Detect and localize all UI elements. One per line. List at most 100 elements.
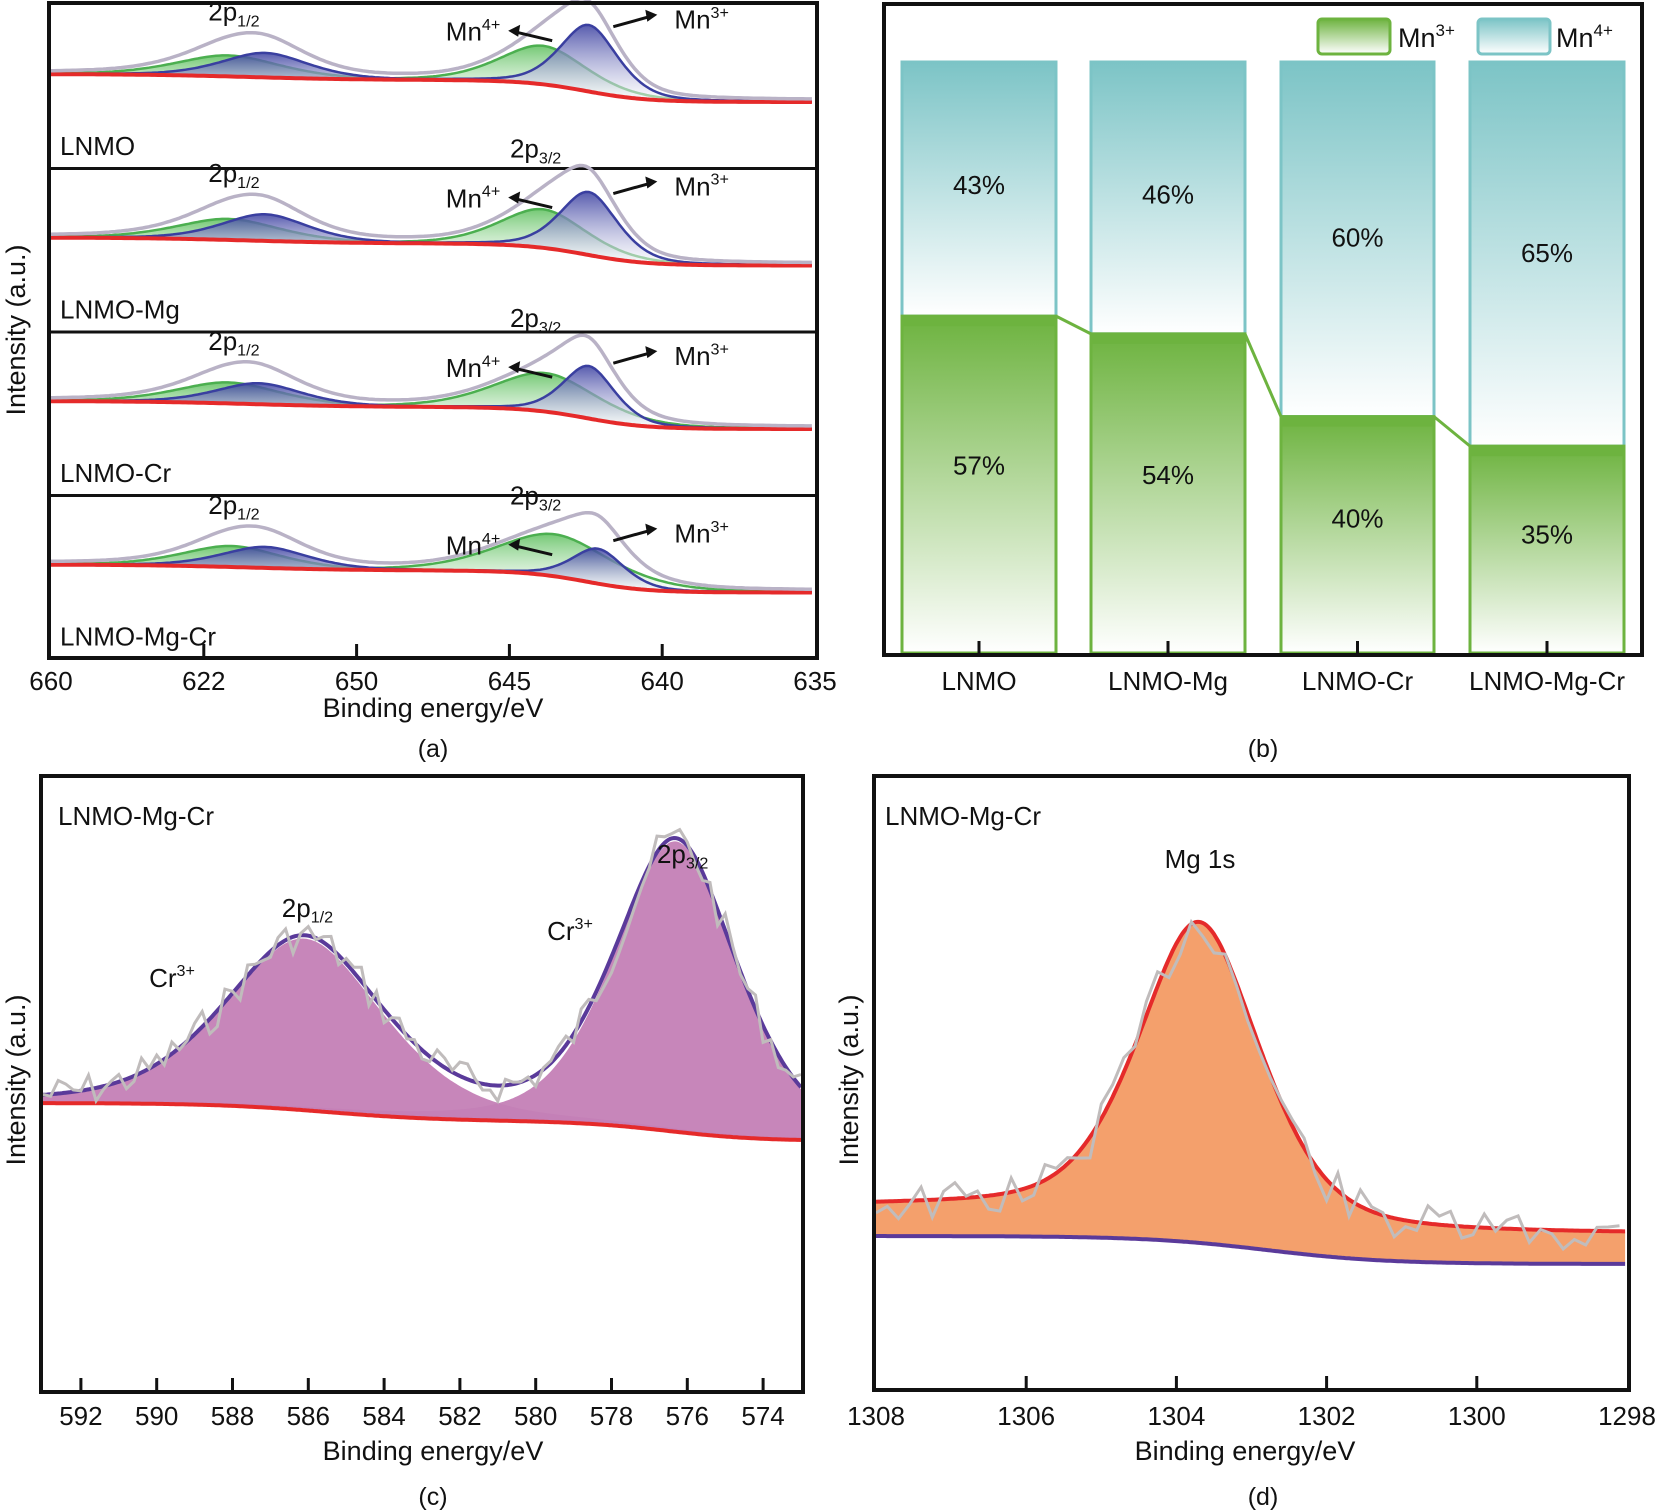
- label-mn4: Mn4+: [446, 530, 501, 561]
- mn3-component-fill: [51, 52, 812, 102]
- x-tick-label: 580: [514, 1401, 557, 1431]
- value-label-mn4: 46%: [1142, 179, 1194, 209]
- x-tick-label: 574: [741, 1401, 784, 1431]
- label-mn3: Mn3+: [674, 171, 729, 202]
- value-label-mn3: 35%: [1521, 519, 1573, 549]
- panel-d-spectrum: [875, 918, 1626, 1266]
- background-line: [51, 235, 812, 268]
- raw-data-line: [42, 827, 802, 1105]
- background-line: [51, 72, 812, 104]
- label-mn4: Mn4+: [446, 183, 501, 214]
- panel-a-frame: [47, 1, 819, 660]
- x-tick-label: 1308: [847, 1401, 905, 1431]
- arrow-mn4: [513, 197, 553, 210]
- x-tick-label: 640: [641, 666, 684, 696]
- raw-data-line: [875, 918, 1620, 1252]
- label-2p3-2: 2p3/2: [657, 839, 708, 873]
- x-tick-label: 650: [335, 666, 378, 696]
- value-label-mn3: 54%: [1142, 460, 1194, 490]
- arrowhead-mn3: [645, 346, 658, 359]
- sample-label: LNMO-Cr: [60, 458, 172, 488]
- panel-d-sample-label: LNMO-Mg-Cr: [885, 801, 1041, 831]
- panel-a-y-axis-label: Intensity (a.u.): [1, 244, 31, 415]
- x-tick-label: 635: [793, 666, 836, 696]
- x-tick-label: 592: [59, 1401, 102, 1431]
- panel-d-frame: [872, 774, 1631, 1392]
- x-tick-label: 584: [362, 1401, 405, 1431]
- arrowhead-mn4: [508, 538, 521, 551]
- arrow-mn3: [612, 351, 650, 365]
- cr3-component-fill: [43, 938, 801, 1140]
- mn3-component-fill: [51, 191, 812, 266]
- panel-b: 43%57%46%54%60%40%65%35% LNMO LNMO-Mg LNMO…: [882, 2, 1644, 763]
- cr3-component-fill: [43, 841, 801, 1140]
- x-tick-label: LNMO-Mg-Cr: [1469, 666, 1625, 696]
- panel-c: 592 590 588 586 584 582 580 578 576 574 LNMO-Mg-C…: [1, 774, 805, 1511]
- mn3-component-fill: [51, 24, 812, 102]
- arrow-mn3: [612, 529, 650, 543]
- x-tick-label: LNMO: [941, 666, 1016, 696]
- x-tick-label: 645: [488, 666, 531, 696]
- bar-mn3-cap: [1281, 416, 1434, 427]
- value-label-mn4: 65%: [1521, 238, 1573, 268]
- envelope-line: [51, 510, 812, 591]
- label-2p1-2: 2p1/2: [208, 490, 259, 524]
- panel-c-annotations: 2p1/2 Cr3+ 2p3/2 Cr3+: [149, 839, 708, 993]
- mn3-component-fill: [51, 365, 812, 429]
- bar-mn3-cap: [1470, 446, 1624, 457]
- bar-group-lnmo-mg: 46% 54%: [1089, 60, 1247, 655]
- spectrum-lnmo-cr: LNMO-Cr 2p1/2 2p3/2 Mn4+ Mn3+: [49, 303, 817, 488]
- x-tick-label: 590: [135, 1401, 178, 1431]
- connector-line: [1243, 333, 1283, 418]
- bar-mn4: [1089, 60, 1247, 336]
- arrow-mn3: [612, 15, 650, 29]
- legend-swatch-mn3: [1316, 17, 1392, 56]
- arrow-mn4: [513, 30, 553, 43]
- x-tick-label: 586: [287, 1401, 330, 1431]
- panel-c-spectrum: [42, 827, 803, 1142]
- bar-mn3: [1279, 415, 1436, 655]
- arrow-mn4: [513, 544, 553, 557]
- panel-b-legend: Mn3+ Mn4+: [1316, 17, 1613, 56]
- background-line: [51, 399, 812, 431]
- panel-d-peak-label: Mg 1s: [1165, 844, 1236, 874]
- x-tick-label: 582: [438, 1401, 481, 1431]
- mn3-component-fill: [51, 383, 812, 429]
- label-mn4: Mn4+: [446, 352, 501, 383]
- sample-label: LNMO-Mg-Cr: [60, 622, 216, 652]
- label-2p3-2: 2p3/2: [510, 481, 561, 515]
- x-tick-label: 1306: [997, 1401, 1055, 1431]
- label-2p1-2: 2p1/2: [208, 158, 259, 192]
- label-2p1-2: 2p1/2: [208, 326, 259, 360]
- arrow-mn3: [612, 182, 650, 195]
- panel-c-x-axis-label: Binding energy/eV: [323, 1436, 544, 1466]
- x-tick-label: 1300: [1448, 1401, 1506, 1431]
- arrowhead-mn4: [508, 361, 521, 374]
- label-mn3: Mn3+: [674, 518, 729, 549]
- mn3-component-fill: [51, 214, 812, 266]
- x-tick-label: LNMO-Cr: [1302, 666, 1414, 696]
- arrowhead-mn4: [508, 24, 521, 37]
- arrow-mn4: [513, 366, 553, 379]
- mn3-component-fill: [51, 546, 812, 593]
- bar-mn3: [1089, 332, 1247, 655]
- envelope-line: [50, 163, 812, 265]
- panel-c-caption: (c): [418, 1483, 447, 1511]
- label-mn3: Mn3+: [674, 340, 729, 371]
- bar-mn4: [1468, 60, 1626, 448]
- spectrum-lnmo-mg: LNMO-Mg 2p1/2 2p3/2 Mn4+ Mn3+: [49, 134, 817, 325]
- panel-a-caption: (a): [418, 735, 449, 763]
- bar-mn3: [1468, 444, 1626, 655]
- panel-b-bars: 43% 57% 46% 54% 60% 40% 65% 35%: [900, 60, 1626, 655]
- x-tick-label: 576: [666, 1401, 709, 1431]
- x-tick-label: 660: [29, 666, 72, 696]
- panel-b-frame: [882, 2, 1644, 657]
- arrowhead-mn3: [645, 176, 658, 189]
- arrowhead-mn3: [645, 9, 658, 22]
- bar-group-lnmo: 43% 57%: [900, 60, 1058, 655]
- value-label-mn4: 43%: [953, 170, 1005, 200]
- panel-c-frame: [39, 774, 805, 1394]
- label-2p1-2: 2p1/2: [282, 893, 333, 927]
- x-tick-label: LNMO-Mg: [1108, 666, 1228, 696]
